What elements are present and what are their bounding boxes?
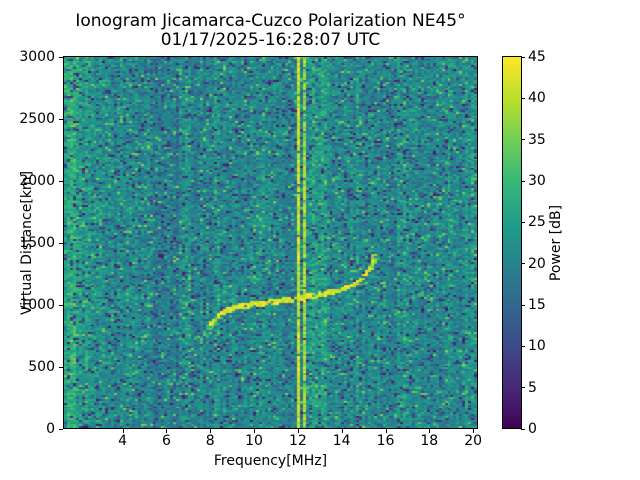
tick-mark xyxy=(521,139,525,141)
tick-label: 2500 xyxy=(19,111,55,127)
tick-label: 25 xyxy=(528,214,546,231)
tick-mark xyxy=(59,118,63,120)
tick-mark xyxy=(521,263,525,265)
tick-label: 1000 xyxy=(19,297,55,313)
colorbar-label: Power [dB] xyxy=(548,204,564,282)
tick-label: 6 xyxy=(161,433,171,449)
tick-label: 12 xyxy=(288,433,307,449)
tick-label: 20 xyxy=(528,255,546,272)
x-axis-label: Frequency[MHz] xyxy=(213,453,328,469)
tick-mark xyxy=(521,97,525,99)
tick-label: 8 xyxy=(205,433,215,449)
tick-mark xyxy=(385,429,387,433)
tick-label: 20 xyxy=(464,433,483,449)
tick-label: 3000 xyxy=(19,49,55,65)
tick-mark xyxy=(59,180,63,182)
tick-label: 30 xyxy=(528,173,546,189)
tick-mark xyxy=(429,429,431,433)
tick-mark xyxy=(297,429,299,433)
tick-mark xyxy=(166,429,168,433)
tick-label: 5 xyxy=(528,379,537,396)
tick-label: 500 xyxy=(28,359,55,375)
chart-title: Ionogram Jicamarca-Cuzco Polarization NE… xyxy=(63,12,478,50)
tick-mark xyxy=(521,428,525,430)
tick-label: 0 xyxy=(528,421,537,437)
tick-label: 0 xyxy=(46,421,55,437)
tick-mark xyxy=(521,345,525,347)
tick-label: 35 xyxy=(528,131,546,148)
tick-mark xyxy=(59,304,63,306)
tick-label: 10 xyxy=(245,433,263,449)
chart-title-line2: 01/17/2025-16:28:07 UTC xyxy=(160,30,381,50)
tick-mark xyxy=(59,242,63,244)
tick-label: 14 xyxy=(332,433,351,449)
tick-mark xyxy=(59,56,63,58)
ionogram-heatmap xyxy=(64,57,477,428)
tick-mark xyxy=(254,429,256,433)
tick-mark xyxy=(521,180,525,182)
tick-mark xyxy=(473,429,475,433)
chart-title-line1: Ionogram Jicamarca-Cuzco Polarization NE… xyxy=(75,11,466,31)
tick-mark xyxy=(59,366,63,368)
colorbar xyxy=(502,56,522,429)
tick-mark xyxy=(210,429,212,433)
tick-mark xyxy=(341,429,343,433)
tick-label: 15 xyxy=(528,297,546,313)
tick-mark xyxy=(521,221,525,223)
tick-label: 18 xyxy=(420,433,439,449)
tick-label: 16 xyxy=(376,433,395,449)
tick-mark xyxy=(521,304,525,306)
tick-label: 2000 xyxy=(19,173,55,189)
tick-mark xyxy=(59,428,63,430)
tick-mark xyxy=(122,429,124,433)
y-axis-label: Virtual Distance[km] xyxy=(19,170,35,316)
tick-label: 40 xyxy=(528,90,546,107)
tick-mark xyxy=(521,56,525,58)
tick-label: 10 xyxy=(528,338,546,355)
tick-label: 45 xyxy=(528,49,546,65)
tick-label: 1500 xyxy=(19,235,55,251)
tick-label: 4 xyxy=(118,433,128,449)
tick-mark xyxy=(521,387,525,389)
